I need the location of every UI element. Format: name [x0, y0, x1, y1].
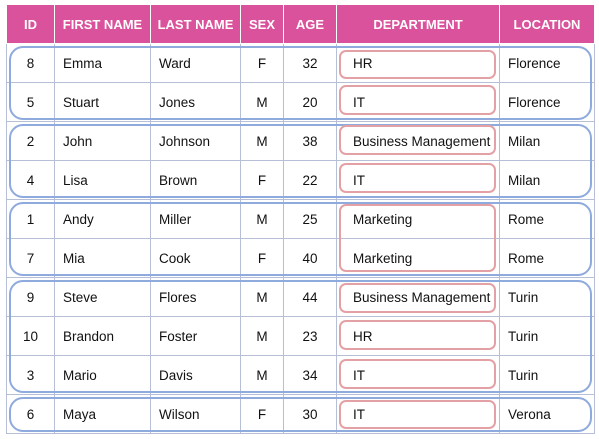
cell-department[interactable]: Business Management — [336, 121, 500, 161]
table-row: 8 Emma Ward F 32 HR Florence — [6, 43, 595, 83]
cell-sex[interactable]: M — [240, 199, 284, 239]
cell-department[interactable]: IT — [336, 82, 500, 122]
cell-sex[interactable]: M — [240, 82, 284, 122]
cell-last-name[interactable]: Cook — [150, 238, 241, 278]
cell-location[interactable]: Florence — [499, 43, 595, 83]
cell-age[interactable]: 40 — [283, 238, 337, 278]
cell-id[interactable]: 1 — [6, 199, 55, 239]
cell-first-name[interactable]: Lisa — [54, 160, 151, 200]
cell-sex[interactable]: M — [240, 355, 284, 395]
cell-sex[interactable]: M — [240, 277, 284, 317]
cell-last-name[interactable]: Flores — [150, 277, 241, 317]
cell-department[interactable]: HR — [336, 316, 500, 356]
cell-first-name[interactable]: Maya — [54, 394, 151, 434]
cell-location[interactable]: Milan — [499, 160, 595, 200]
table-row: 7 Mia Cook F 40 Marketing Rome — [6, 238, 595, 278]
cell-location[interactable]: Turin — [499, 355, 595, 395]
cell-department[interactable]: IT — [336, 355, 500, 395]
cell-first-name[interactable]: John — [54, 121, 151, 161]
header-sex[interactable]: SEX — [240, 4, 284, 44]
cell-last-name[interactable]: Brown — [150, 160, 241, 200]
cell-sex[interactable]: F — [240, 394, 284, 434]
table-row: 5 Stuart Jones M 20 IT Florence — [6, 82, 595, 122]
cell-first-name[interactable]: Mario — [54, 355, 151, 395]
table-row: 4 Lisa Brown F 22 IT Milan — [6, 160, 595, 200]
spreadsheet: ID FIRST NAME LAST NAME SEX AGE DEPARTME… — [6, 4, 595, 435]
header-id[interactable]: ID — [6, 4, 55, 44]
cell-location[interactable]: Florence — [499, 82, 595, 122]
cell-id[interactable]: 4 — [6, 160, 55, 200]
cell-id[interactable]: 9 — [6, 277, 55, 317]
header-age[interactable]: AGE — [283, 4, 337, 44]
cell-id[interactable]: 6 — [6, 394, 55, 434]
cell-department[interactable]: IT — [336, 394, 500, 434]
cell-id[interactable]: 2 — [6, 121, 55, 161]
header-first-name[interactable]: FIRST NAME — [54, 4, 151, 44]
cell-location[interactable]: Rome — [499, 199, 595, 239]
cell-department[interactable]: Marketing — [336, 238, 500, 278]
cell-age[interactable]: 25 — [283, 199, 337, 239]
table-row: 6 Maya Wilson F 30 IT Verona — [6, 394, 595, 434]
cell-last-name[interactable]: Miller — [150, 199, 241, 239]
header-last-name[interactable]: LAST NAME — [150, 4, 241, 44]
table-row: 10 Brandon Foster M 23 HR Turin — [6, 316, 595, 356]
cell-age[interactable]: 32 — [283, 43, 337, 83]
cell-location[interactable]: Verona — [499, 394, 595, 434]
cell-age[interactable]: 22 — [283, 160, 337, 200]
cell-sex[interactable]: F — [240, 43, 284, 83]
cell-first-name[interactable]: Mia — [54, 238, 151, 278]
header-department[interactable]: DEPARTMENT — [336, 4, 500, 44]
cell-location[interactable]: Rome — [499, 238, 595, 278]
cell-last-name[interactable]: Davis — [150, 355, 241, 395]
cell-age[interactable]: 20 — [283, 82, 337, 122]
cell-id[interactable]: 3 — [6, 355, 55, 395]
cell-id[interactable]: 7 — [6, 238, 55, 278]
cell-location[interactable]: Turin — [499, 277, 595, 317]
cell-sex[interactable]: M — [240, 316, 284, 356]
cell-age[interactable]: 30 — [283, 394, 337, 434]
cell-age[interactable]: 38 — [283, 121, 337, 161]
cell-id[interactable]: 5 — [6, 82, 55, 122]
cell-sex[interactable]: M — [240, 121, 284, 161]
cell-last-name[interactable]: Jones — [150, 82, 241, 122]
cell-location[interactable]: Turin — [499, 316, 595, 356]
employee-table: ID FIRST NAME LAST NAME SEX AGE DEPARTME… — [6, 4, 595, 434]
cell-location[interactable]: Milan — [499, 121, 595, 161]
cell-department[interactable]: Marketing — [336, 199, 500, 239]
cell-sex[interactable]: F — [240, 238, 284, 278]
header-location[interactable]: LOCATION — [499, 4, 595, 44]
cell-age[interactable]: 23 — [283, 316, 337, 356]
cell-department[interactable]: HR — [336, 43, 500, 83]
cell-department[interactable]: IT — [336, 160, 500, 200]
cell-first-name[interactable]: Emma — [54, 43, 151, 83]
table-row: 9 Steve Flores M 44 Business Management … — [6, 277, 595, 317]
cell-first-name[interactable]: Andy — [54, 199, 151, 239]
table-row: 1 Andy Miller M 25 Marketing Rome — [6, 199, 595, 239]
cell-sex[interactable]: F — [240, 160, 284, 200]
cell-last-name[interactable]: Johnson — [150, 121, 241, 161]
cell-first-name[interactable]: Brandon — [54, 316, 151, 356]
cell-last-name[interactable]: Wilson — [150, 394, 241, 434]
table-row: 2 John Johnson M 38 Business Management … — [6, 121, 595, 161]
cell-department[interactable]: Business Management — [336, 277, 500, 317]
cell-age[interactable]: 34 — [283, 355, 337, 395]
header-row: ID FIRST NAME LAST NAME SEX AGE DEPARTME… — [6, 4, 595, 44]
cell-id[interactable]: 8 — [6, 43, 55, 83]
cell-first-name[interactable]: Stuart — [54, 82, 151, 122]
table-row: 3 Mario Davis M 34 IT Turin — [6, 355, 595, 395]
cell-last-name[interactable]: Foster — [150, 316, 241, 356]
cell-last-name[interactable]: Ward — [150, 43, 241, 83]
cell-age[interactable]: 44 — [283, 277, 337, 317]
cell-id[interactable]: 10 — [6, 316, 55, 356]
cell-first-name[interactable]: Steve — [54, 277, 151, 317]
